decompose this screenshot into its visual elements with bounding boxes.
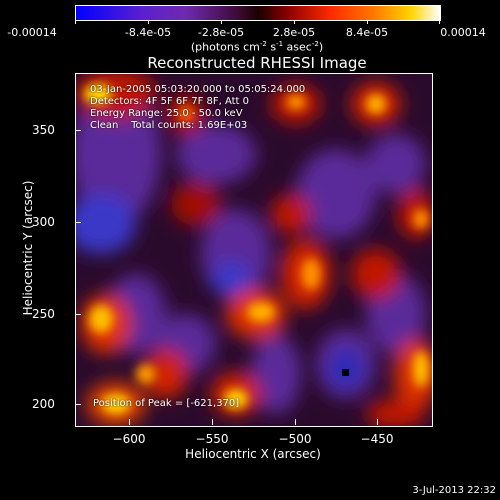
image-title: Reconstructed RHESSI Image [147,54,367,72]
colorbar-label: 2.8e-05 [272,26,316,39]
colorbar-label: 0.00014 [440,26,486,39]
y-tick-label: 300 [32,215,55,229]
colorbar [75,5,441,21]
y-tick-label: 250 [32,307,55,321]
colorbar-tick [439,20,440,24]
timestamp: 3-Jul-2013 22:32 [412,485,496,496]
y-tick [75,222,81,223]
colorbar-label: -2.8e-05 [197,26,245,39]
colorbar-units: (photons cm-2 s-1 asec-2) [190,40,324,54]
peak-position: Position of Peak = [-621,370] [93,398,240,409]
energy-range: Energy Range: 25.0 - 50.0 keV [90,108,243,119]
x-axis-title: Heliocentric X (arcsec) [185,447,321,461]
x-tick [377,419,378,425]
observation-info: 03-Jan-2005 05:03:20.000 to 05:05:24.000… [90,84,305,132]
peak-marker [342,369,349,376]
y-tick-label: 200 [32,397,55,411]
time-range: 03-Jan-2005 05:03:20.000 to 05:05:24.000 [90,84,306,95]
colorbar-tick [148,20,149,24]
colorbar-tick [294,20,295,24]
colorbar-tick [75,20,76,24]
rhessi-image [75,73,433,427]
colorbar-label: -0.00014 [7,26,57,39]
x-tick [129,419,130,425]
x-tick-label: −450 [360,432,394,446]
x-tick-label: −600 [112,432,146,446]
colorbar-label: -8.4e-05 [124,26,172,39]
colorbar-tick [367,20,368,24]
y-tick-label: 350 [32,123,55,137]
y-tick [75,130,81,131]
colorbar-label: 8.4e-05 [345,26,389,39]
clean-counts: Clean Total counts: 1.69E+03 [90,120,248,131]
detectors: Detectors: 4F 5F 6F 7F 8F, Att 0 [90,96,250,107]
x-tick-label: −500 [278,432,312,446]
y-axis-title: Heliocentric Y (arcsec) [21,180,35,316]
y-tick [75,314,81,315]
x-tick [212,419,213,425]
x-tick-label: −550 [195,432,229,446]
colorbar-tick [221,20,222,24]
x-tick [295,419,296,425]
y-tick [75,404,81,405]
